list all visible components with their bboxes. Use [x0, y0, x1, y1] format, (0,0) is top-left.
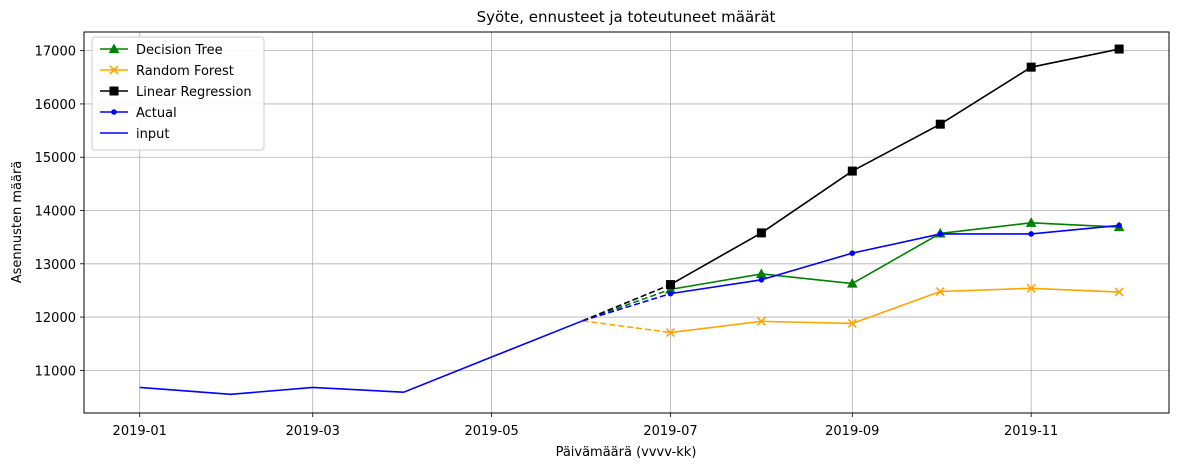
x-tick-label: 2019-03: [286, 424, 340, 439]
series-line: [670, 224, 1120, 295]
y-tick-label: 17000: [35, 45, 76, 60]
y-axis-title: Asennusten määrä: [10, 161, 25, 284]
y-tick-label: 13000: [35, 258, 76, 273]
series-lines: [139, 44, 1125, 396]
legend-label: Decision Tree: [136, 43, 223, 58]
chart-title: Syöte, ennusteet ja toteutuneet määrät: [477, 8, 776, 26]
connector-line: [582, 283, 671, 322]
square-marker: [1026, 62, 1036, 72]
series-random-forest: [665, 283, 1124, 338]
triangle-marker: [1025, 217, 1037, 227]
dot-marker: [758, 276, 765, 283]
dot-marker: [667, 290, 674, 297]
x-marker: [756, 316, 766, 326]
legend: Decision Tree Random Forest Linear Regress…: [91, 36, 265, 151]
dot-marker: [111, 109, 117, 115]
y-tick-label: 15000: [35, 151, 76, 166]
x-marker: [1114, 287, 1124, 297]
x-tick-label: 2019-11: [1004, 424, 1058, 439]
series-line: [139, 320, 583, 396]
y-tick-label: 11000: [35, 364, 76, 379]
x-tick-label: 2019-07: [643, 424, 697, 439]
plot-frame: [83, 31, 1170, 414]
y-tick-label: 16000: [35, 98, 76, 113]
series-line: [670, 287, 1120, 334]
x-tick-label: 2019-05: [464, 424, 518, 439]
x-marker: [935, 286, 945, 297]
x-tick-label: 2019-09: [825, 424, 879, 439]
x-marker: [665, 327, 676, 338]
series-line: [670, 48, 1120, 286]
triangle-marker: [846, 277, 858, 288]
series-input: [139, 320, 583, 396]
x-marker: [109, 65, 119, 75]
legend-item: Linear Regression: [100, 85, 252, 100]
square-marker: [756, 228, 766, 238]
connector-lines: [582, 283, 671, 334]
series-actual: [667, 222, 1122, 297]
square-marker: [665, 280, 675, 290]
legend-item: Actual: [100, 106, 177, 121]
x-marker: [847, 318, 857, 329]
dot-marker: [849, 250, 856, 256]
square-marker: [1114, 44, 1124, 54]
connector-line: [582, 292, 671, 322]
legend-label: input: [136, 127, 169, 142]
connector-line: [582, 320, 671, 334]
legend-item: Decision Tree: [100, 43, 223, 58]
series-linear-regression: [665, 44, 1124, 290]
x-axis: 2019-01 2019-03 2019-05 2019-07 2019-09 2019-…: [113, 413, 1058, 439]
dot-marker: [1028, 231, 1034, 237]
square-marker: [847, 166, 857, 176]
series-line: [670, 221, 1120, 291]
legend-box: [91, 36, 265, 151]
square-marker: [935, 119, 945, 129]
legend-label: Linear Regression: [136, 85, 252, 100]
triangle-marker: [108, 43, 120, 54]
x-tick-label: 2019-01: [113, 424, 167, 439]
legend-item: Random Forest: [100, 64, 234, 79]
y-axis: 11000 12000 13000 14000 15000 16000 17000: [35, 45, 84, 379]
dot-marker: [1116, 222, 1122, 229]
legend-label: Actual: [136, 106, 177, 121]
series-decision-tree: [665, 217, 1125, 294]
connector-line: [582, 288, 671, 322]
x-axis-title: Päivämäärä (vvvv-kk): [556, 445, 697, 460]
y-tick-label: 12000: [35, 311, 76, 326]
x-marker: [1026, 283, 1036, 293]
square-marker: [109, 86, 119, 96]
legend-item: input: [100, 127, 169, 142]
dot-marker: [937, 231, 944, 237]
y-tick-label: 14000: [35, 205, 76, 220]
legend-label: Random Forest: [136, 64, 234, 79]
